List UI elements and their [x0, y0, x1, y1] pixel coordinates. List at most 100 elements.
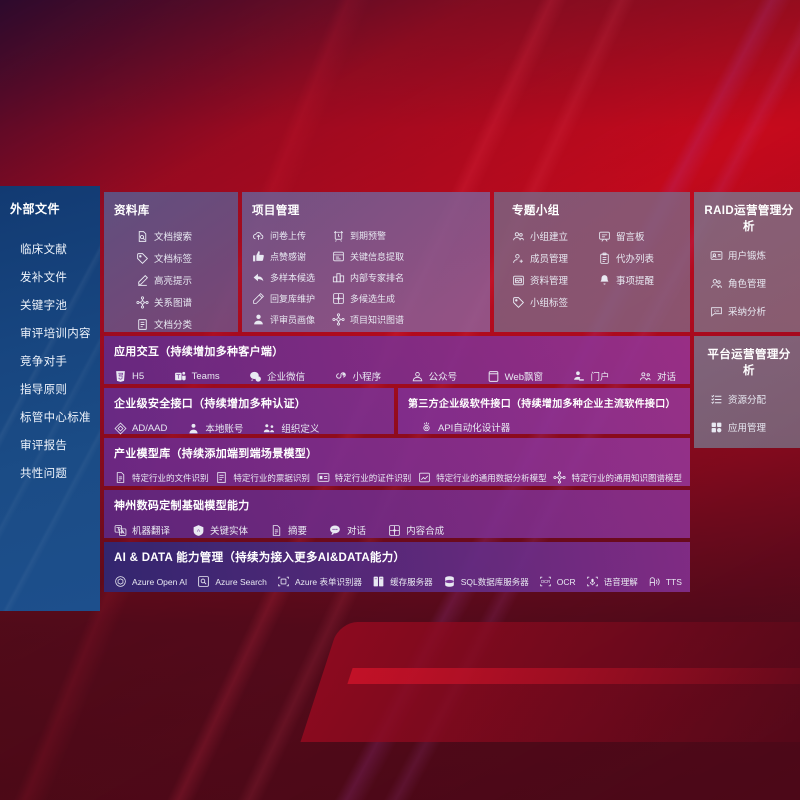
web-float-window-icon: [487, 370, 500, 383]
item-internal-expert-ranking[interactable]: 内部专家排名: [332, 267, 412, 288]
item-label: 本地账号: [205, 424, 244, 435]
item-group-tag[interactable]: 小组标签: [512, 291, 598, 313]
item-azure-search[interactable]: Azure Search: [197, 571, 267, 592]
item-key-entity[interactable]: A 关键实体: [192, 519, 248, 541]
sidebar-item-common-issues[interactable]: 共性问题: [20, 468, 68, 480]
item-adoption-analysis[interactable]: QA 采纳分析: [702, 297, 796, 325]
item-organization-definition[interactable]: 组织定义: [263, 417, 319, 439]
item-portal[interactable]: 门户: [572, 365, 609, 387]
item-label: 特定行业的证件识别: [334, 472, 412, 483]
item-ad-aad[interactable]: AD/AAD: [114, 417, 167, 439]
item-group-create[interactable]: 小组建立: [512, 225, 598, 247]
tts-icon: [648, 575, 661, 588]
item-questionnaire-upload[interactable]: 问卷上传: [252, 225, 332, 246]
openai-icon: [114, 575, 127, 588]
ai-data-item-list: Azure Open AI Azure Search Azure 表单识别器 缓…: [114, 571, 682, 592]
sidebar-item-standards-center[interactable]: 标管中心标准: [20, 412, 91, 424]
form-recognizer-icon: [277, 575, 290, 588]
item-h5[interactable]: H5: [114, 365, 144, 387]
sidebar-item-supplement-files[interactable]: 发补文件: [20, 272, 68, 284]
item-miniprogram[interactable]: 小程序: [335, 365, 381, 387]
svg-text:OCR: OCR: [540, 579, 550, 584]
tag-icon: [512, 296, 525, 309]
item-project-knowledge-graph[interactable]: 项目知识图谱: [332, 309, 412, 330]
item-reviewer-portrait[interactable]: 评审员画像: [252, 309, 332, 330]
item-label: Teams: [191, 370, 220, 382]
item-content-composition[interactable]: 内容合成: [388, 519, 444, 541]
item-expiry-alert[interactable]: 到期预警: [332, 225, 412, 246]
item-relation-graph[interactable]: 关系图谱: [114, 291, 230, 313]
row-base-model: 神州数码定制基础模型能力 机器翻译 A 关键实体 摘要 对话 内容合成: [104, 490, 690, 538]
pen-icon: [252, 292, 265, 305]
item-multi-candidate-generation[interactable]: 多候选生成: [332, 288, 412, 309]
item-azure-open-ai[interactable]: Azure Open AI: [114, 571, 187, 592]
sidebar-item-review-report[interactable]: 审评报告: [20, 440, 68, 452]
item-chat[interactable]: 对话: [329, 519, 366, 541]
architecture-diagram: 外部文件 临床文献 发补文件 关键字池 审评培训内容 竞争对手 指导原则 标管中…: [0, 186, 800, 611]
item-todo-list[interactable]: 代办列表: [598, 247, 684, 269]
item-message-board[interactable]: 留言板: [598, 225, 684, 247]
item-document-tag[interactable]: 文档标签: [114, 247, 230, 269]
item-label: 公众号: [428, 372, 458, 383]
item-data-analysis-model[interactable]: 特定行业的通用数据分析模型: [418, 467, 547, 488]
item-label: SQL数据库服务器: [460, 576, 529, 587]
item-key-info-extract[interactable]: 关键信息提取: [332, 246, 412, 267]
list-allocate-icon: [710, 393, 723, 406]
item-cache-server[interactable]: 缓存服务器: [372, 571, 433, 592]
row-security-interface: 企业级安全接口（持续增加多种认证） AD/AAD 本地账号 组织定义: [104, 388, 394, 435]
item-member-management[interactable]: 成员管理: [512, 247, 598, 269]
item-machine-translation[interactable]: 机器翻译: [114, 519, 170, 541]
item-event-reminder[interactable]: 事项提醒: [598, 269, 684, 291]
sidebar-item-clinical-literature[interactable]: 临床文献: [20, 244, 68, 256]
item-id-recognition[interactable]: 特定行业的证件识别: [317, 467, 412, 488]
item-api-designer[interactable]: API自动化设计器: [420, 416, 510, 438]
item-knowledge-graph-model[interactable]: 特定行业的通用知识图谱模型: [553, 467, 682, 488]
item-resource-allocation[interactable]: 资源分配: [702, 385, 796, 413]
item-multi-sample-candidate[interactable]: 多样本候选: [252, 267, 332, 288]
cloud-upload-icon: [252, 229, 265, 242]
sidebar-item-competitors[interactable]: 竞争对手: [20, 356, 68, 368]
item-user-training[interactable]: 用户锻炼: [702, 241, 796, 269]
row-ai-data: AI & DATA 能力管理（持续为接入更多AI&DATA能力） Azure O…: [104, 542, 690, 592]
item-label: 事项提醒: [616, 276, 655, 287]
item-web-float-window[interactable]: Web飘窗: [487, 365, 543, 387]
official-account-icon: [411, 370, 424, 383]
knowledge-base-item-list: 文档搜索 文档标签 高亮提示 关系图谱 文档分类: [114, 225, 230, 332]
item-document-category[interactable]: 文档分类: [114, 313, 230, 332]
item-voice-understanding[interactable]: 语音理解: [586, 571, 638, 592]
item-label: 内部专家排名: [350, 273, 405, 283]
sidebar-item-keyword-pool[interactable]: 关键字池: [20, 300, 68, 312]
sidebar-item-guidelines[interactable]: 指导原则: [20, 384, 68, 396]
topic-group-item-list: 小组建立 留言板 成员管理 代办列表 资料管理 事项提醒: [512, 225, 684, 313]
item-receipt-recognition[interactable]: 特定行业的票据识别: [215, 467, 310, 488]
item-sql-database-server[interactable]: SQL数据库服务器: [443, 571, 529, 592]
item-highlight-hint[interactable]: 高亮提示: [114, 269, 230, 291]
item-role-management[interactable]: 角色管理: [702, 269, 796, 297]
item-file-recognition[interactable]: 特定行业的文件识别: [114, 467, 209, 488]
item-wecom[interactable]: 企业微信: [249, 365, 305, 387]
item-azure-form-recognizer[interactable]: Azure 表单识别器: [277, 571, 362, 592]
item-local-account[interactable]: 本地账号: [187, 417, 243, 439]
item-ocr[interactable]: OCR OCR: [539, 571, 576, 592]
item-label: 问卷上传: [270, 231, 307, 241]
item-label: 组织定义: [281, 424, 320, 435]
item-like-thanks[interactable]: 点赞感谢: [252, 246, 332, 267]
item-reply-library-maintenance[interactable]: 回复库维护: [252, 288, 332, 309]
item-application-analysis[interactable]: 应用分析: [702, 441, 796, 448]
industry-model-item-list: 特定行业的文件识别 特定行业的票据识别 特定行业的证件识别 特定行业的通用数据分…: [114, 467, 682, 488]
item-summary[interactable]: 摘要: [270, 519, 307, 541]
raid-analysis-item-list: 用户锻炼 角色管理 QA 采纳分析 问题趋势: [702, 241, 796, 332]
item-application-management[interactable]: 应用管理: [702, 413, 796, 441]
item-tts[interactable]: TTS: [648, 571, 682, 592]
highlight-pen-icon: [136, 274, 149, 287]
sidebar-item-review-training[interactable]: 审评培训内容: [20, 328, 91, 340]
item-issue-trend[interactable]: 问题趋势: [702, 325, 796, 332]
item-dialog[interactable]: 对话: [639, 365, 676, 387]
item-label: Azure Search: [215, 576, 267, 587]
item-document-search[interactable]: 文档搜索: [114, 225, 230, 247]
item-material-management[interactable]: 资料管理: [512, 269, 598, 291]
item-one-click-adopt[interactable]: 一键采纳: [252, 330, 332, 332]
item-teams[interactable]: Teams: [174, 365, 220, 387]
item-label: 回复库维护: [270, 294, 316, 304]
item-official-account[interactable]: 公众号: [411, 365, 458, 387]
